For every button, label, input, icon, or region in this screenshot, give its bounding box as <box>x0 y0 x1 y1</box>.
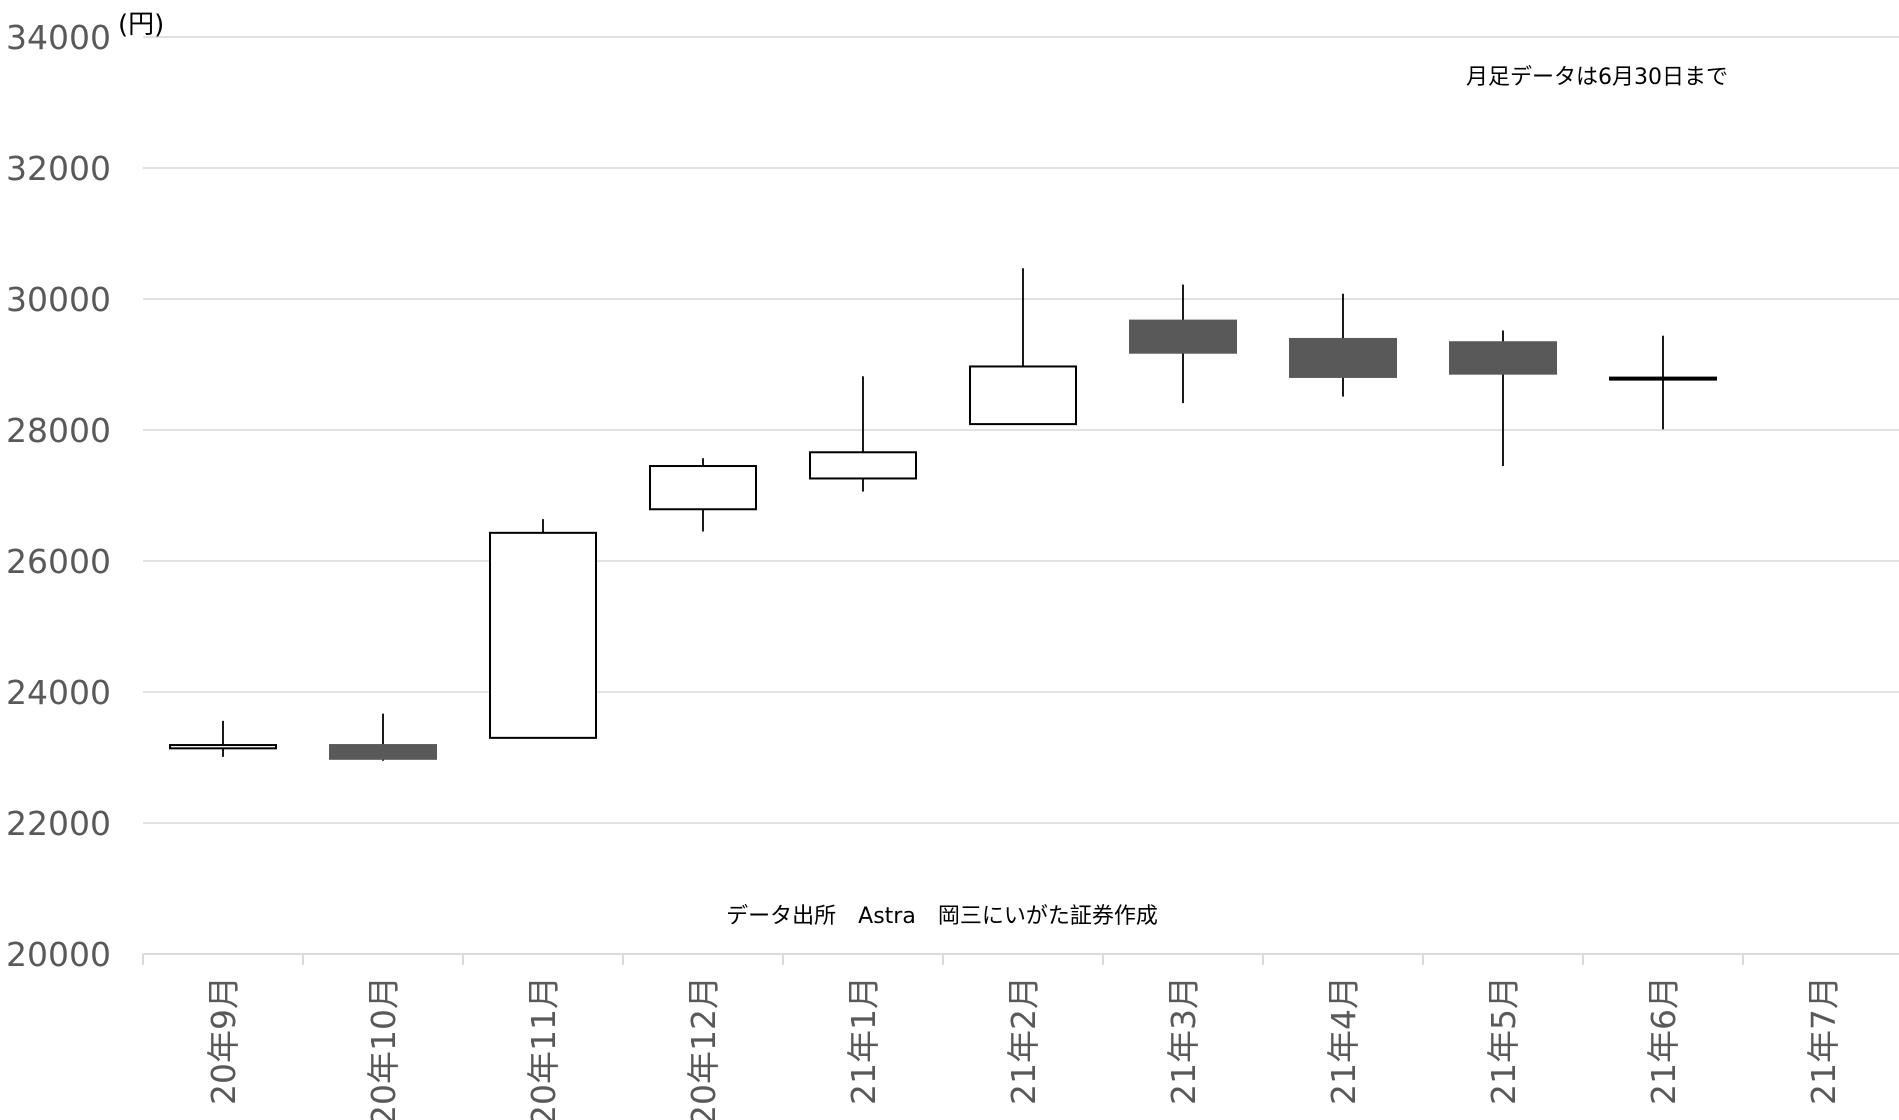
y-tick-label: 32000 <box>6 149 111 188</box>
x-tick-label: 21年3月 <box>1164 976 1203 1105</box>
y-tick-label: 34000 <box>6 18 111 57</box>
x-tick-label: 21年1月 <box>844 976 883 1105</box>
x-tick-label: 20年10月 <box>364 976 403 1120</box>
x-axis: 20年9月 20年10月 20年11月 20年12月 21年1月 21年2月 21年3月 21… <box>142 953 1899 1120</box>
candle <box>329 713 437 761</box>
x-tick-label: 21年6月 <box>1644 976 1683 1105</box>
candle-body <box>809 451 917 480</box>
x-tick-label: 21年7月 <box>1804 976 1843 1105</box>
candle-body <box>1449 341 1557 375</box>
candle-body <box>649 465 757 511</box>
candle <box>169 720 277 757</box>
x-tick-label: 21年2月 <box>1004 976 1043 1105</box>
data-source-note: データ出所 Astra 岡三にいがた証券作成 <box>726 904 1158 929</box>
data-range-note: 月足データは6月30日まで <box>1466 65 1728 90</box>
y-tick-label: 20000 <box>6 935 111 974</box>
gridlines <box>143 36 1899 824</box>
y-tick-label: 26000 <box>6 542 111 581</box>
x-tick-label: 21年4月 <box>1324 976 1363 1105</box>
candle <box>489 519 597 739</box>
candle-body <box>329 744 437 760</box>
candle-body <box>1609 376 1717 381</box>
x-tick-label: 20年11月 <box>524 976 563 1120</box>
candle-body <box>1289 337 1397 378</box>
candle-body <box>169 744 277 750</box>
x-tick-label: 20年9月 <box>204 976 243 1105</box>
candle <box>1289 293 1397 397</box>
y-tick-label: 28000 <box>6 411 111 450</box>
candle-body <box>1129 319 1237 354</box>
x-tick-label: 21年5月 <box>1484 976 1523 1105</box>
candle <box>1449 330 1557 467</box>
candle <box>969 268 1077 426</box>
y-tick-label: 30000 <box>6 280 111 319</box>
y-unit-label: (円) <box>118 10 164 40</box>
candle-body <box>969 365 1077 426</box>
y-tick-label: 24000 <box>6 673 111 712</box>
x-tick-label: 20年12月 <box>684 976 723 1120</box>
candle <box>1609 335 1717 430</box>
candle <box>1129 284 1237 404</box>
candle-body <box>489 531 597 739</box>
y-tick-label: 22000 <box>6 804 111 843</box>
candle <box>809 376 917 492</box>
candle <box>649 458 757 532</box>
candles <box>169 268 1717 761</box>
y-axis: 20000 22000 24000 26000 28000 30000 32000 34000 <box>6 18 111 974</box>
